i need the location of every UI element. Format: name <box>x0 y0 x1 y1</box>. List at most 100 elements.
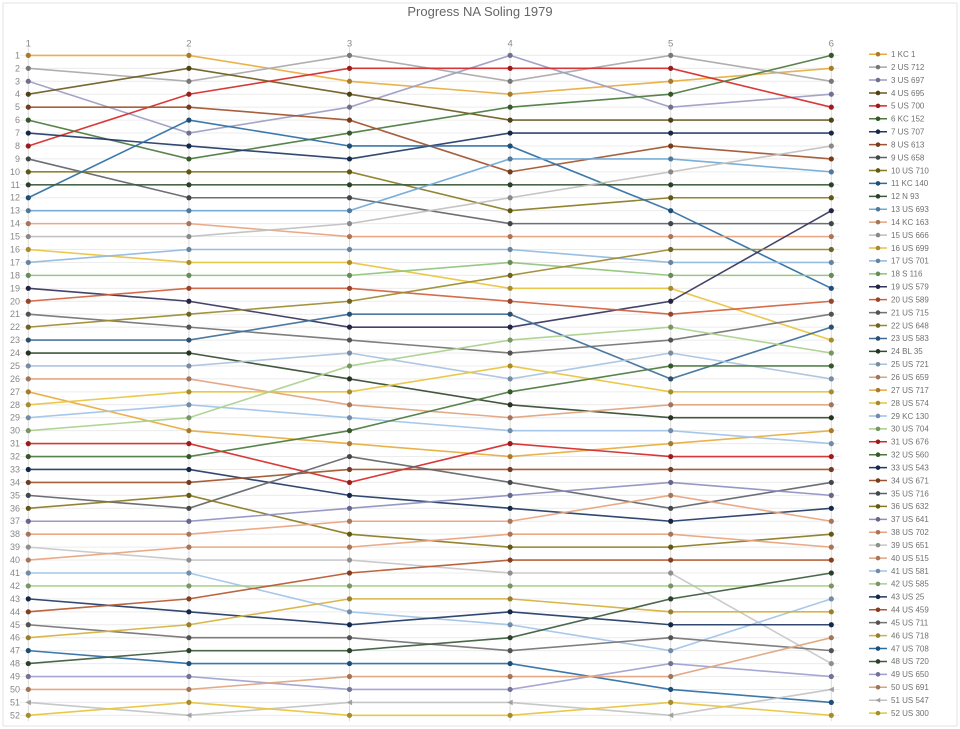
svg-text:22: 22 <box>10 322 20 332</box>
svg-text:9 US 658: 9 US 658 <box>891 153 925 162</box>
svg-text:25 US 721: 25 US 721 <box>891 360 929 369</box>
svg-text:40: 40 <box>10 555 20 565</box>
svg-text:50: 50 <box>10 684 20 694</box>
svg-text:47: 47 <box>10 646 20 656</box>
svg-text:2 US 712: 2 US 712 <box>891 63 925 72</box>
svg-text:13: 13 <box>10 206 20 216</box>
svg-text:28: 28 <box>10 400 20 410</box>
svg-text:35: 35 <box>10 490 20 500</box>
svg-text:44: 44 <box>10 607 20 617</box>
svg-text:40 US 515: 40 US 515 <box>891 554 929 563</box>
svg-text:51: 51 <box>10 697 20 707</box>
svg-text:18 S 116: 18 S 116 <box>891 270 923 279</box>
svg-text:7: 7 <box>15 128 20 138</box>
svg-text:10: 10 <box>10 167 20 177</box>
svg-text:2: 2 <box>186 38 191 49</box>
svg-text:19: 19 <box>10 283 20 293</box>
svg-text:6: 6 <box>829 38 834 49</box>
svg-text:14 KC 163: 14 KC 163 <box>891 218 929 227</box>
svg-text:32: 32 <box>10 452 20 462</box>
svg-text:19 US 579: 19 US 579 <box>891 283 929 292</box>
svg-text:48: 48 <box>10 659 20 669</box>
svg-text:5: 5 <box>668 38 673 49</box>
svg-text:29: 29 <box>10 413 20 423</box>
svg-text:4: 4 <box>507 38 512 49</box>
svg-text:20 US 589: 20 US 589 <box>891 295 929 304</box>
svg-text:51 US 547: 51 US 547 <box>891 696 929 705</box>
svg-text:26: 26 <box>10 374 20 384</box>
svg-text:34: 34 <box>10 477 20 487</box>
svg-text:17: 17 <box>10 257 20 267</box>
svg-text:38: 38 <box>10 529 20 539</box>
svg-text:16: 16 <box>10 245 20 255</box>
svg-text:37: 37 <box>10 516 20 526</box>
svg-text:15: 15 <box>10 232 20 242</box>
svg-text:33 US 543: 33 US 543 <box>891 463 929 472</box>
svg-text:29 KC 130: 29 KC 130 <box>891 412 929 421</box>
svg-text:9: 9 <box>15 154 20 164</box>
svg-text:1: 1 <box>26 38 31 49</box>
svg-text:52 US 300: 52 US 300 <box>891 709 929 718</box>
svg-text:43: 43 <box>10 594 20 604</box>
svg-text:25: 25 <box>10 361 20 371</box>
svg-text:10 US 710: 10 US 710 <box>891 166 929 175</box>
svg-text:42: 42 <box>10 581 20 591</box>
svg-text:30: 30 <box>10 426 20 436</box>
svg-text:11: 11 <box>11 180 20 190</box>
svg-text:45 US 711: 45 US 711 <box>891 618 929 627</box>
svg-text:7 US 707: 7 US 707 <box>891 128 925 137</box>
svg-text:15 US 666: 15 US 666 <box>891 231 929 240</box>
svg-text:5: 5 <box>15 102 20 112</box>
svg-text:31 US 676: 31 US 676 <box>891 438 929 447</box>
svg-text:34 US 671: 34 US 671 <box>891 476 929 485</box>
svg-text:46: 46 <box>10 633 20 643</box>
svg-text:49: 49 <box>10 672 20 682</box>
svg-text:3: 3 <box>347 38 352 49</box>
svg-text:18: 18 <box>10 270 20 280</box>
svg-text:32 US 560: 32 US 560 <box>891 451 929 460</box>
svg-text:13 US 693: 13 US 693 <box>891 205 929 214</box>
svg-text:48 US 720: 48 US 720 <box>891 657 929 666</box>
svg-text:26 US 659: 26 US 659 <box>891 373 929 382</box>
svg-text:27 US 717: 27 US 717 <box>891 386 929 395</box>
svg-text:Progress NA Soling 1979: Progress NA Soling 1979 <box>407 4 552 19</box>
svg-text:33: 33 <box>10 464 20 474</box>
svg-text:5 US 700: 5 US 700 <box>891 102 925 111</box>
svg-text:6: 6 <box>15 115 20 125</box>
svg-text:49 US 650: 49 US 650 <box>891 670 929 679</box>
svg-text:8 US 613: 8 US 613 <box>891 140 925 149</box>
svg-text:47 US 708: 47 US 708 <box>891 644 929 653</box>
svg-text:52: 52 <box>10 710 20 720</box>
svg-text:3 US 697: 3 US 697 <box>891 76 925 85</box>
svg-text:39: 39 <box>10 542 20 552</box>
svg-text:37 US 641: 37 US 641 <box>891 515 929 524</box>
svg-text:3: 3 <box>15 76 20 86</box>
svg-text:12: 12 <box>10 193 20 203</box>
svg-text:12 N 93: 12 N 93 <box>891 192 920 201</box>
svg-text:44 US 459: 44 US 459 <box>891 606 929 615</box>
svg-text:31: 31 <box>10 439 20 449</box>
svg-text:43 US 25: 43 US 25 <box>891 593 925 602</box>
svg-text:21 US 715: 21 US 715 <box>891 308 929 317</box>
svg-text:1: 1 <box>15 50 20 60</box>
svg-text:36: 36 <box>10 503 20 513</box>
svg-text:38 US 702: 38 US 702 <box>891 528 929 537</box>
svg-text:4 US 695: 4 US 695 <box>891 89 925 98</box>
svg-text:1 KC 1: 1 KC 1 <box>891 50 916 59</box>
svg-text:27: 27 <box>10 387 20 397</box>
svg-text:35 US 716: 35 US 716 <box>891 489 929 498</box>
svg-text:41 US 581: 41 US 581 <box>891 567 929 576</box>
svg-text:46 US 718: 46 US 718 <box>891 631 929 640</box>
svg-text:14: 14 <box>10 219 20 229</box>
svg-text:16 US 699: 16 US 699 <box>891 244 929 253</box>
svg-text:50 US 691: 50 US 691 <box>891 683 929 692</box>
svg-text:28 US 574: 28 US 574 <box>891 399 929 408</box>
svg-text:30 US 704: 30 US 704 <box>891 425 929 434</box>
svg-text:45: 45 <box>10 620 20 630</box>
svg-text:8: 8 <box>15 141 20 151</box>
svg-text:2: 2 <box>15 63 20 73</box>
svg-text:36 US 632: 36 US 632 <box>891 502 929 511</box>
svg-text:11 KC 140: 11 KC 140 <box>891 179 929 188</box>
svg-text:41: 41 <box>10 568 20 578</box>
svg-text:24 BL 35: 24 BL 35 <box>891 347 923 356</box>
